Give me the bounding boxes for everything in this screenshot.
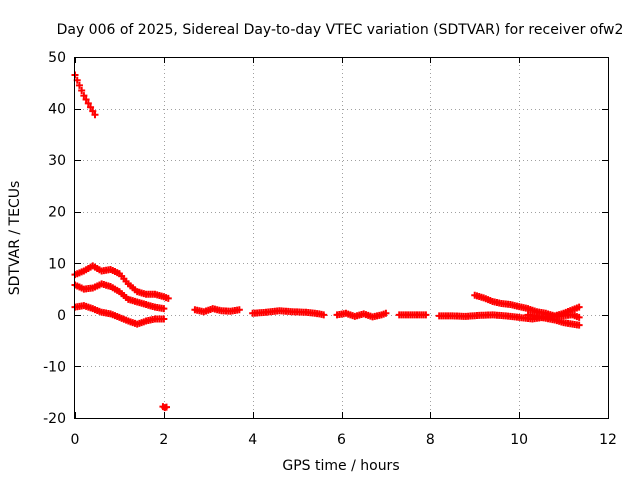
data-point xyxy=(422,311,430,319)
data-point xyxy=(80,92,88,100)
x-tick-label: 12 xyxy=(599,432,617,448)
y-tick-label: 30 xyxy=(48,153,66,169)
y-tick-label: 40 xyxy=(48,102,66,118)
series-pass-h xyxy=(333,309,390,321)
series-pass-i xyxy=(395,311,430,319)
y-tick-label: -10 xyxy=(43,359,66,375)
series-pass-f xyxy=(191,305,243,316)
x-tick-label: 6 xyxy=(337,432,346,448)
chart-title: Day 006 of 2025, Sidereal Day-to-day VTE… xyxy=(57,22,624,38)
x-tick-label: 8 xyxy=(426,432,435,448)
data-point xyxy=(89,107,97,115)
series-pass-e xyxy=(159,403,170,412)
data-point xyxy=(235,306,243,314)
y-axis-label: SDTVAR / TECUs xyxy=(7,181,23,296)
x-tick-label: 2 xyxy=(159,432,168,448)
data-point xyxy=(162,403,170,411)
data-points xyxy=(71,71,583,412)
data-point xyxy=(91,111,99,119)
data-point xyxy=(575,303,583,311)
data-point xyxy=(164,294,172,302)
data-point xyxy=(382,309,390,317)
y-tick-label: 0 xyxy=(57,308,66,324)
series-pass-g xyxy=(249,307,328,319)
y-tick-label: -20 xyxy=(43,411,66,427)
data-point xyxy=(78,87,86,95)
data-point xyxy=(575,313,583,321)
data-point xyxy=(160,315,168,323)
data-point xyxy=(75,81,83,89)
axis-ticks: 0 2 4 6 8 10 12 -20 -10 0 10 20 30 40 50 xyxy=(43,50,617,448)
series-pass-b xyxy=(71,262,172,302)
series-pass-c xyxy=(71,280,168,313)
x-tick-label: 0 xyxy=(71,432,80,448)
x-tick-label: 10 xyxy=(510,432,528,448)
plot-frame xyxy=(74,57,609,419)
data-point xyxy=(82,96,90,104)
data-point xyxy=(160,305,168,313)
x-tick-label: 4 xyxy=(248,432,257,448)
x-axis-label: GPS time / hours xyxy=(282,458,399,474)
data-point xyxy=(87,103,95,111)
data-point xyxy=(320,311,328,319)
data-point xyxy=(575,321,583,329)
y-tick-label: 20 xyxy=(48,205,66,221)
data-point xyxy=(84,99,92,107)
series-pass-l xyxy=(524,311,583,329)
y-tick-label: 10 xyxy=(48,256,66,272)
y-tick-label: 50 xyxy=(48,50,66,66)
